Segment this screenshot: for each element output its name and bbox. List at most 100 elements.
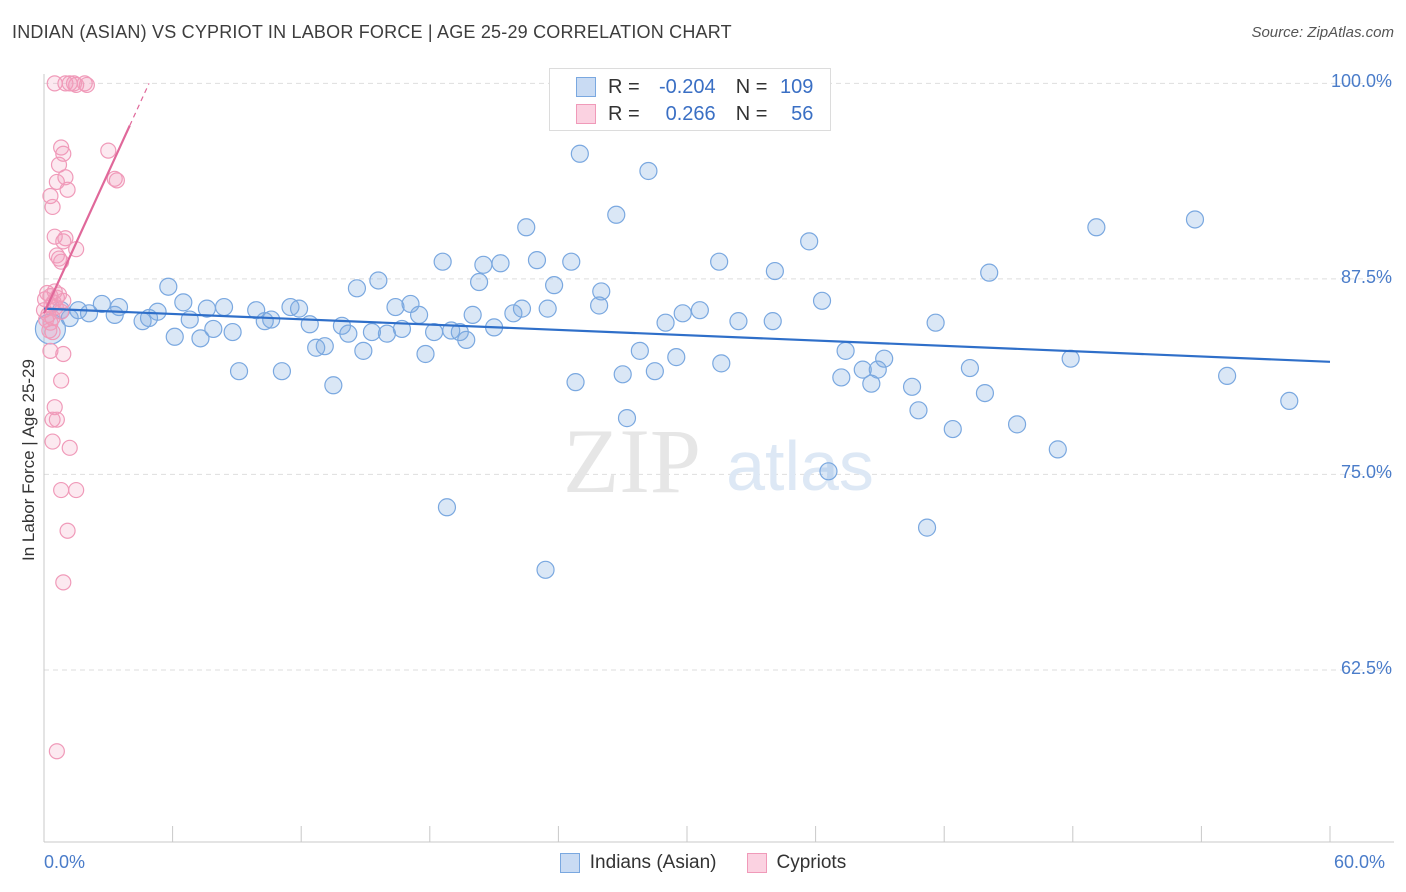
indians-point bbox=[800, 232, 819, 251]
indians-point bbox=[1007, 415, 1027, 434]
y-tick-label: 75.0% bbox=[1340, 462, 1392, 483]
indians-point bbox=[347, 279, 367, 298]
indians-point bbox=[1087, 218, 1106, 237]
cypriots-point bbox=[42, 314, 59, 331]
legend-n-label: N = bbox=[735, 102, 768, 125]
indians-point bbox=[159, 277, 178, 296]
cypriots-point bbox=[44, 433, 61, 450]
indians-point bbox=[710, 252, 729, 271]
indians-point bbox=[148, 302, 167, 321]
legend-r-label: R = bbox=[608, 102, 640, 125]
axes bbox=[43, 74, 1394, 843]
indians-point bbox=[617, 409, 637, 428]
indians-point bbox=[315, 337, 334, 356]
indians-point bbox=[712, 354, 731, 373]
indians-point bbox=[673, 304, 692, 323]
indians-point bbox=[656, 313, 675, 332]
watermark-zip: ZIP bbox=[563, 410, 701, 512]
cypriots-point bbox=[108, 172, 125, 189]
cypriots-point bbox=[57, 230, 74, 247]
legend-n-value: 109 bbox=[780, 75, 814, 98]
indians-point bbox=[909, 401, 928, 420]
indians-point bbox=[369, 271, 388, 290]
trend-lines bbox=[42, 83, 1331, 363]
data-points bbox=[34, 75, 1299, 760]
indians-point bbox=[667, 348, 686, 367]
correlation-legend: R = -0.204 N = 109 R = 0.266 N = 56 bbox=[549, 68, 831, 131]
indians-point bbox=[354, 341, 373, 360]
indians-point bbox=[613, 365, 632, 384]
indians-point bbox=[729, 312, 748, 331]
indians-point bbox=[324, 376, 343, 395]
indians-point bbox=[875, 349, 894, 368]
indians-point bbox=[943, 419, 962, 439]
chart-source: Source: ZipAtlas.com bbox=[1251, 24, 1394, 41]
indians-point bbox=[902, 377, 922, 396]
cypriots-point bbox=[44, 198, 61, 216]
legend-row-indians: R = -0.204 N = 109 bbox=[576, 74, 813, 100]
series-legend: Indians (Asian) Cypriots bbox=[0, 852, 1406, 874]
indians-point bbox=[960, 358, 980, 378]
cypriots-point bbox=[42, 342, 59, 359]
cypriots-point bbox=[55, 345, 72, 363]
series-legend-indians: Indians (Asian) bbox=[559, 852, 717, 874]
indians-point bbox=[645, 362, 664, 381]
series-legend-cypriots: Cypriots bbox=[746, 852, 847, 874]
cypriots-point bbox=[55, 145, 72, 162]
cypriots-point bbox=[44, 411, 61, 428]
indians-point bbox=[474, 255, 493, 274]
indians-point bbox=[165, 327, 184, 346]
legend-n-value: 56 bbox=[791, 102, 814, 125]
indians-point bbox=[214, 297, 234, 317]
series-name-cypriots: Cypriots bbox=[776, 852, 847, 873]
cypriots-point bbox=[53, 372, 70, 389]
legend-n-label: N = bbox=[735, 75, 768, 98]
chart-title: INDIAN (ASIAN) VS CYPRIOT IN LABOR FORCE… bbox=[12, 22, 732, 42]
indians-point bbox=[377, 324, 397, 343]
indians-point bbox=[836, 341, 855, 360]
x-tick-label-max: 60.0% bbox=[1334, 852, 1386, 872]
gridlines bbox=[44, 82, 1394, 671]
indians-point bbox=[868, 360, 887, 379]
indians-point bbox=[570, 144, 589, 163]
indians-point bbox=[538, 299, 557, 318]
cypriots-trend-extension bbox=[129, 83, 150, 126]
indians-point bbox=[1185, 210, 1205, 229]
indians-point bbox=[690, 301, 709, 320]
indians-point bbox=[853, 360, 872, 379]
cypriots-point bbox=[53, 481, 70, 499]
indians-point bbox=[1061, 349, 1080, 368]
indians-point bbox=[229, 362, 249, 381]
cypriots-point bbox=[57, 169, 74, 186]
cypriots-point bbox=[44, 323, 61, 341]
indians-point bbox=[562, 252, 581, 271]
legend-r-value: 0.266 bbox=[665, 102, 716, 125]
indians-point bbox=[975, 383, 995, 403]
indians-point bbox=[1048, 440, 1067, 459]
indians-point bbox=[362, 322, 382, 342]
y-tick-label: 87.5% bbox=[1340, 266, 1392, 287]
watermark-atlas: atlas bbox=[726, 427, 874, 505]
indians-point bbox=[433, 252, 452, 271]
indians-point bbox=[926, 313, 945, 332]
indians-point bbox=[457, 330, 476, 350]
indians-point bbox=[289, 299, 309, 318]
indians-point bbox=[416, 344, 435, 364]
indians-point bbox=[223, 322, 242, 342]
cypriots-point bbox=[53, 139, 70, 156]
indians-trend-line bbox=[43, 307, 1331, 363]
legend-r-value: -0.204 bbox=[658, 75, 716, 98]
indians-point bbox=[339, 324, 358, 343]
legend-swatch-indians bbox=[576, 77, 596, 97]
series-name-indians: Indians (Asian) bbox=[589, 852, 717, 873]
indians-point bbox=[512, 299, 532, 318]
legend-swatch-cypriots bbox=[576, 104, 596, 124]
indians-point bbox=[92, 294, 111, 314]
cypriots-point bbox=[48, 743, 65, 760]
cypriots-point bbox=[59, 522, 76, 539]
watermark: ZIP atlas bbox=[563, 410, 874, 512]
indians-point bbox=[262, 310, 281, 329]
indians-point bbox=[517, 218, 536, 237]
indians-point bbox=[469, 272, 489, 292]
